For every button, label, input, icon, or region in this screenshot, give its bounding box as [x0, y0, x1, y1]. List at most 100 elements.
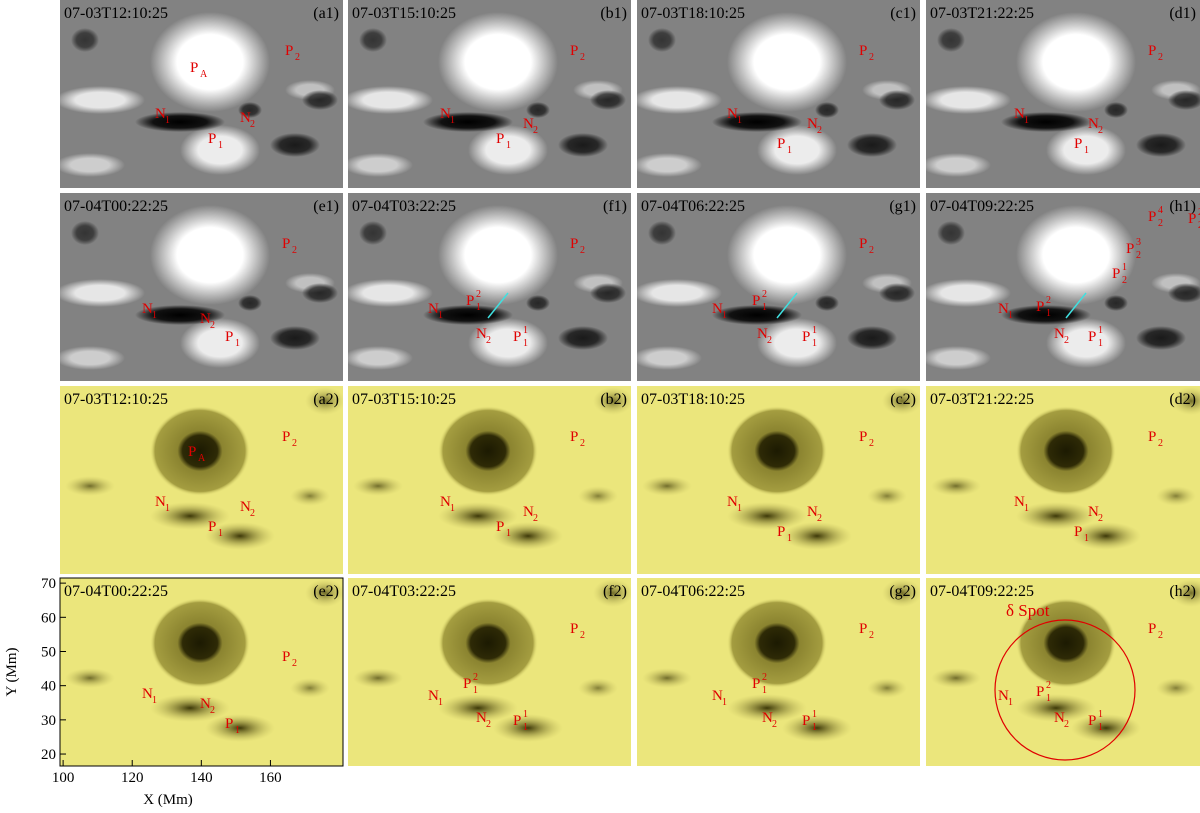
arrow	[1065, 292, 1087, 319]
y-tick-label: 30	[41, 713, 56, 729]
annotation-sup: 2	[1198, 207, 1200, 218]
annotation-sub: 2	[292, 658, 297, 669]
annotation-sup: 2	[1046, 295, 1051, 306]
annotation: P	[1036, 299, 1044, 315]
annotation-sub: 1	[450, 503, 455, 514]
annotation: P	[570, 43, 578, 59]
annotation: P	[282, 649, 290, 665]
annotation: P	[1148, 429, 1156, 445]
panel-label: (a2)	[313, 391, 339, 408]
panel: 07-03T18:10:25 (c2)P 2N 1 N 2P 1	[637, 386, 920, 574]
panel-image	[60, 193, 343, 381]
annotation: P	[285, 43, 293, 59]
annotation-sub: 1	[476, 302, 481, 313]
annotation: N	[142, 686, 153, 702]
panel-label: (g2)	[889, 583, 916, 600]
annotation-sub: A	[200, 69, 208, 80]
panel: 07-04T06:22:25 (g2)P 2N 1P 12N 2 P 11	[637, 578, 920, 766]
panel-label: (h2)	[1169, 583, 1196, 600]
annotation-sup: 1	[812, 325, 817, 336]
panel: 07-04T09:22:25(h1)P24P22P23P21N1P12N2P11	[926, 193, 1200, 381]
panel-image	[637, 386, 920, 574]
annotation: N	[1014, 106, 1025, 122]
panel-label: (g1)	[889, 198, 916, 215]
panel-image	[60, 386, 343, 574]
annotation-sup: 3	[1136, 237, 1141, 248]
panel-image	[926, 578, 1200, 766]
panel-time: 07-03T18:10:25	[641, 391, 745, 408]
panel: 07-03T21:22:25 (d1)P 2N 1 N 2P 1	[926, 0, 1200, 188]
panel-image	[637, 0, 920, 188]
panel-label: (b1)	[600, 5, 627, 22]
annotation-sub: 1	[1084, 145, 1089, 156]
annotation-sub: 2	[1136, 250, 1141, 261]
panel-label: (b2)	[600, 391, 627, 408]
panel: 07-03T12:10:25 (a1)P AP 2N 1 N 2P 1	[60, 0, 343, 188]
annotation-sub: 1	[1046, 308, 1051, 319]
annotation: P	[1148, 621, 1156, 637]
annotation: N	[440, 494, 451, 510]
annotation: P	[570, 621, 578, 637]
annotation: N	[1054, 326, 1065, 342]
annotation: P	[282, 429, 290, 445]
annotation: P	[282, 236, 290, 252]
annotation-sub: 1	[218, 140, 223, 151]
panel-time: 07-03T15:10:25	[352, 5, 456, 22]
annotation: P	[570, 236, 578, 252]
annotation-sub: 2	[533, 513, 538, 524]
annotation-sub: 1	[812, 722, 817, 733]
panel-image	[348, 0, 631, 188]
panel-time: 07-04T00:22:25	[64, 583, 168, 600]
annotation-sub: 2	[250, 508, 255, 519]
annotation: N	[476, 326, 487, 342]
annotation-sub: 1	[165, 115, 170, 126]
annotation-sub: 2	[210, 705, 215, 716]
annotation: N	[523, 116, 534, 132]
panel-time: 07-03T12:10:25	[64, 391, 168, 408]
annotation: N	[807, 504, 818, 520]
annotation: δ Spot	[1006, 601, 1050, 620]
annotation: N	[998, 301, 1009, 317]
annotation-sub: 1	[506, 140, 511, 151]
annotation-sup: 2	[473, 672, 478, 683]
annotation: N	[155, 106, 166, 122]
annotation-sub: 2	[486, 335, 491, 346]
annotation-sub: 2	[1198, 220, 1200, 231]
annotation: P	[513, 329, 521, 345]
annotation-sub: 1	[152, 695, 157, 706]
annotation: N	[1088, 116, 1099, 132]
panel-label: (d2)	[1169, 391, 1196, 408]
annotation: P	[190, 60, 198, 76]
annotation-sub: 1	[235, 338, 240, 349]
arrow	[487, 292, 509, 319]
annotation-sub: 1	[787, 145, 792, 156]
panel-image	[348, 193, 631, 381]
annotation: P	[466, 293, 474, 309]
y-tick-label: 60	[41, 610, 56, 626]
annotation: P	[1112, 266, 1120, 282]
panel-label: (f1)	[603, 198, 627, 215]
panel-time: 07-04T00:22:25	[64, 198, 168, 215]
panel-label: (d1)	[1169, 5, 1196, 22]
annotation: P	[1074, 524, 1082, 540]
x-tick-label: 140	[190, 770, 213, 786]
delta-spot-circle	[994, 619, 1136, 761]
annotation: N	[240, 110, 251, 126]
annotation-sub: 2	[250, 119, 255, 130]
annotation: P	[1036, 684, 1044, 700]
annotation-sub: 2	[869, 52, 874, 63]
panel: 07-03T15:10:25 (b1)P 2N 1 N 2P 1	[348, 0, 631, 188]
annotation: P	[1148, 209, 1156, 225]
annotation: P	[777, 524, 785, 540]
panel-label: (c1)	[890, 5, 916, 22]
panel-image	[348, 578, 631, 766]
annotation-sub: 1	[165, 503, 170, 514]
panel-label: (f2)	[603, 583, 627, 600]
annotation-sub: 2	[1158, 52, 1163, 63]
y-tick-label: 40	[41, 679, 56, 695]
annotation-sub: 1	[1098, 338, 1103, 349]
panel: 07-04T00:22:25 (e2)P 2N 1 N 2P 1	[60, 578, 343, 766]
annotation: P	[802, 329, 810, 345]
annotation: P	[1074, 136, 1082, 152]
annotation-sub: 2	[772, 719, 777, 730]
